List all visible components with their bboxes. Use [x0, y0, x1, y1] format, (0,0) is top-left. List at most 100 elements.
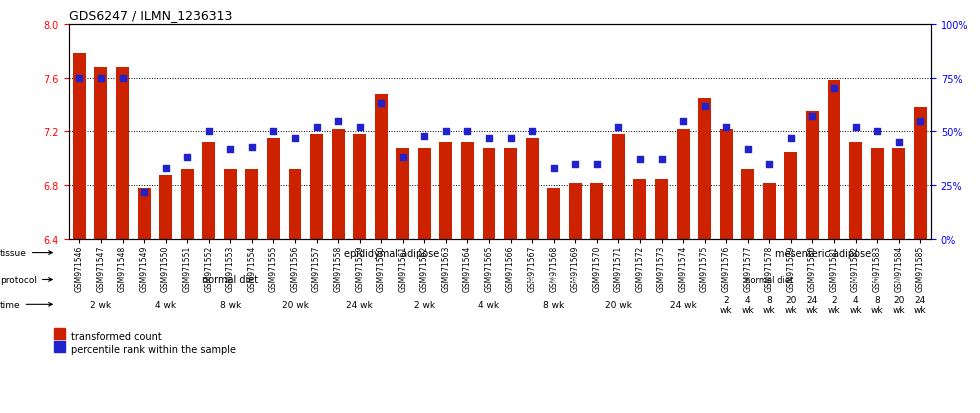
Bar: [913, 108, 927, 240]
Point: [611, 125, 626, 131]
Text: 20
wk: 20 wk: [785, 295, 797, 314]
Point: [93, 75, 109, 82]
Bar: [331, 130, 345, 240]
Bar: [762, 183, 776, 240]
Bar: [806, 112, 819, 240]
Bar: [417, 148, 431, 240]
Point: [438, 129, 454, 135]
Bar: [73, 55, 86, 240]
Bar: [870, 148, 884, 240]
Point: [373, 101, 389, 107]
Point: [503, 135, 518, 142]
Legend: transformed count, percentile rank within the sample: transformed count, percentile rank withi…: [54, 331, 236, 354]
Point: [115, 75, 130, 82]
Point: [287, 135, 303, 142]
Bar: [525, 139, 539, 240]
Point: [244, 144, 260, 150]
Bar: [655, 179, 668, 240]
Bar: [698, 99, 711, 240]
Text: 4
wk: 4 wk: [850, 295, 861, 314]
Point: [266, 129, 281, 135]
Bar: [245, 170, 259, 240]
Point: [589, 161, 605, 168]
Bar: [547, 189, 561, 240]
Text: 2 wk: 2 wk: [90, 300, 112, 309]
Point: [201, 129, 217, 135]
Bar: [892, 148, 906, 240]
Text: normal diet: normal diet: [745, 275, 794, 284]
Text: 4 wk: 4 wk: [155, 300, 176, 309]
Bar: [137, 189, 151, 240]
Text: normal diet: normal diet: [202, 275, 259, 285]
Point: [675, 118, 691, 125]
Point: [352, 125, 368, 131]
Bar: [202, 143, 216, 240]
Bar: [116, 68, 129, 240]
Point: [460, 129, 475, 135]
Bar: [784, 152, 798, 240]
Text: 24
wk: 24 wk: [914, 295, 926, 314]
Text: 24 wk: 24 wk: [346, 300, 373, 309]
Point: [891, 140, 907, 146]
Point: [222, 146, 238, 153]
Point: [740, 146, 756, 153]
Text: 4
wk: 4 wk: [742, 295, 754, 314]
Text: 2 wk: 2 wk: [414, 300, 435, 309]
Bar: [94, 68, 108, 240]
Point: [718, 125, 734, 131]
Bar: [374, 95, 388, 240]
Text: time: time: [0, 300, 52, 309]
Point: [524, 129, 540, 135]
Point: [395, 154, 411, 161]
Text: 2
wk: 2 wk: [720, 295, 732, 314]
Point: [330, 118, 346, 125]
Point: [783, 135, 799, 142]
Point: [805, 114, 820, 121]
Bar: [676, 130, 690, 240]
Bar: [827, 81, 841, 240]
Point: [158, 165, 173, 172]
Text: protocol: protocol: [0, 275, 52, 284]
Point: [869, 129, 885, 135]
Text: tissue: tissue: [0, 249, 52, 257]
Text: mesenteric adipose: mesenteric adipose: [775, 248, 871, 258]
Bar: [461, 143, 474, 240]
Bar: [288, 170, 302, 240]
Bar: [396, 148, 410, 240]
Bar: [482, 148, 496, 240]
Bar: [633, 179, 647, 240]
Point: [632, 157, 648, 164]
Text: 20
wk: 20 wk: [893, 295, 905, 314]
Point: [309, 125, 324, 131]
Point: [761, 161, 777, 168]
Point: [481, 135, 497, 142]
Bar: [504, 148, 517, 240]
Text: 4 wk: 4 wk: [478, 300, 500, 309]
Point: [697, 103, 712, 110]
Bar: [267, 139, 280, 240]
Text: epididymal adipose: epididymal adipose: [344, 248, 440, 258]
Point: [179, 154, 195, 161]
Text: 8
wk: 8 wk: [871, 295, 883, 314]
Text: 8 wk: 8 wk: [543, 300, 564, 309]
Text: high fat diet: high fat diet: [524, 275, 583, 285]
Point: [416, 133, 432, 140]
Point: [136, 189, 152, 196]
Bar: [180, 170, 194, 240]
Bar: [310, 135, 323, 240]
Text: 8
wk: 8 wk: [763, 295, 775, 314]
Text: 2
wk: 2 wk: [828, 295, 840, 314]
Bar: [849, 143, 862, 240]
Point: [848, 125, 863, 131]
Bar: [741, 170, 755, 240]
Point: [72, 75, 87, 82]
Bar: [590, 183, 604, 240]
Bar: [612, 135, 625, 240]
Text: 24 wk: 24 wk: [669, 300, 697, 309]
Text: 20 wk: 20 wk: [605, 300, 632, 309]
Point: [567, 161, 583, 168]
Text: 20 wk: 20 wk: [281, 300, 309, 309]
Bar: [439, 143, 453, 240]
Bar: [223, 170, 237, 240]
Point: [826, 86, 842, 93]
